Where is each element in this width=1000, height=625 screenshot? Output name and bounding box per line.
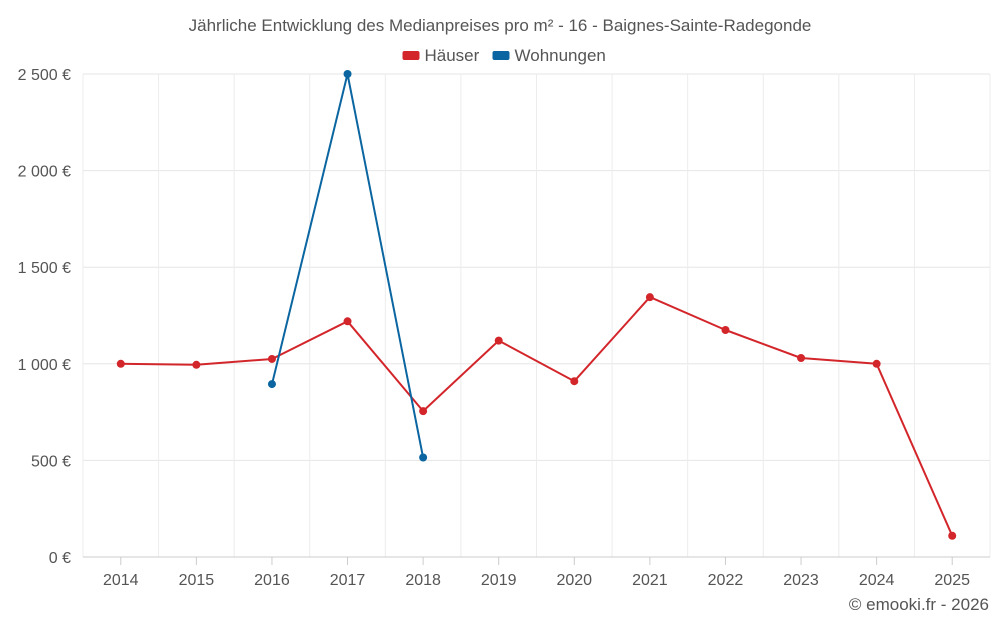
data-point[interactable] <box>872 359 881 368</box>
data-point[interactable] <box>419 453 428 462</box>
legend: Häuser Wohnungen <box>402 46 606 65</box>
data-point[interactable] <box>494 336 503 345</box>
data-point[interactable] <box>419 407 428 416</box>
data-point[interactable] <box>267 380 276 389</box>
y-tick-label: 1 500 € <box>18 260 71 277</box>
y-tick-label: 0 € <box>49 550 71 567</box>
data-point[interactable] <box>797 354 806 363</box>
x-tick-label: 2022 <box>708 572 744 589</box>
credit-text: © emooki.fr - 2026 <box>849 595 989 614</box>
x-tick-label: 2021 <box>632 572 668 589</box>
x-tick-label: 2025 <box>934 572 970 589</box>
series-layer <box>116 70 957 540</box>
legend-label: Häuser <box>425 46 480 65</box>
series-line <box>120 296 954 537</box>
data-point[interactable] <box>645 293 654 302</box>
data-point[interactable] <box>721 325 730 334</box>
series-wohnungen <box>267 70 428 462</box>
x-tick-label: 2019 <box>481 572 517 589</box>
data-point[interactable] <box>267 354 276 363</box>
y-tick-label: 2 500 € <box>18 67 71 84</box>
series-häuser <box>116 293 957 540</box>
data-point[interactable] <box>948 531 957 540</box>
x-tick-label: 2020 <box>556 572 592 589</box>
x-tick-label: 2014 <box>103 572 139 589</box>
data-point[interactable] <box>116 359 125 368</box>
x-tick-label: 2023 <box>783 572 819 589</box>
x-tick-label: 2024 <box>859 572 895 589</box>
grid <box>82 73 991 557</box>
legend-item-häuser[interactable]: Häuser <box>402 46 480 65</box>
series-line <box>271 73 425 458</box>
x-tick-label: 2015 <box>179 572 215 589</box>
x-tick-label: 2017 <box>330 572 366 589</box>
data-point[interactable] <box>192 360 201 369</box>
y-tick-label: 2 000 € <box>18 164 71 181</box>
data-point[interactable] <box>343 70 352 78</box>
x-tick-label: 2016 <box>254 572 290 589</box>
x-axis: 2014 2015 2016 2017 2018 2019 2020 2021 2022 2023… <box>83 556 990 589</box>
y-tick-label: 500 € <box>31 453 71 470</box>
data-point[interactable] <box>343 317 352 326</box>
chart-title: Jährliche Entwicklung des Medianpreises … <box>189 16 812 35</box>
legend-label: Wohnungen <box>515 46 606 65</box>
y-axis: 0 € 500 € 1 000 € 1 500 € 2 000 € 2 500 € <box>18 67 71 567</box>
data-point[interactable] <box>570 377 579 386</box>
x-tick-label: 2018 <box>405 572 441 589</box>
y-tick-label: 1 000 € <box>18 357 71 374</box>
legend-swatch <box>402 51 420 60</box>
legend-item-wohnungen[interactable]: Wohnungen <box>492 46 606 65</box>
legend-swatch <box>492 51 510 60</box>
